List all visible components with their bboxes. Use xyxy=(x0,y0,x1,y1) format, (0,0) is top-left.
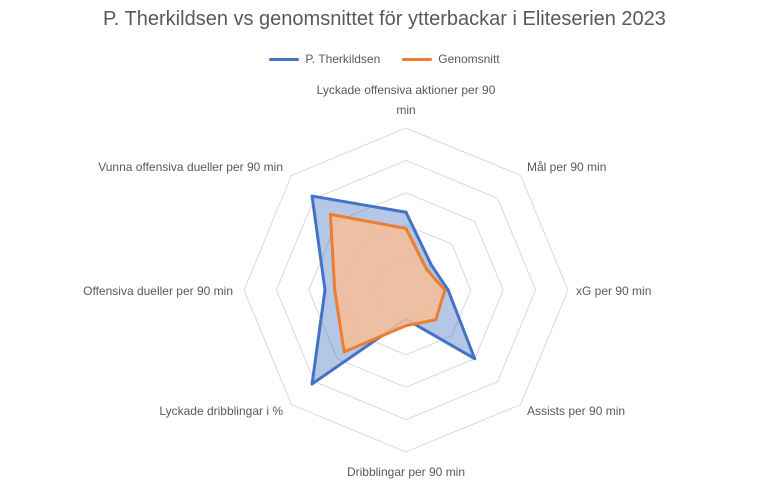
series-1-point-3 xyxy=(434,318,438,322)
axis-label-5: Lyckade dribblingar i % xyxy=(159,404,283,418)
legend: P. Therkildsen Genomsnitt xyxy=(0,52,769,66)
series-0-point-2 xyxy=(446,288,450,292)
axis-label-6: Offensiva dueller per 90 min xyxy=(83,284,233,298)
axis-label-4: Dribblingar per 90 min xyxy=(347,465,465,479)
axis-label-1: Mål per 90 min xyxy=(527,160,606,174)
legend-label-series-0: P. Therkildsen xyxy=(305,52,381,66)
axis-label-7: Vunna offensiva dueller per 90 min xyxy=(98,160,283,174)
legend-label-series-1: Genomsnitt xyxy=(438,52,500,66)
series-0-point-5 xyxy=(310,382,314,386)
axis-label-3: Assists per 90 min xyxy=(527,404,625,418)
legend-swatch-series-1 xyxy=(402,57,433,61)
axis-label-0: Lyckade offensiva aktioner per 90 min xyxy=(317,83,496,117)
series-1-point-7 xyxy=(328,212,332,216)
series-0-point-7 xyxy=(310,194,314,198)
series-0-point-6 xyxy=(323,288,327,292)
chart-title: P. Therkildsen vs genomsnittet för ytter… xyxy=(103,8,666,30)
series-1-point-1 xyxy=(425,267,429,271)
legend-swatch-series-0 xyxy=(269,57,300,61)
legend-item-series-0[interactable]: P. Therkildsen xyxy=(269,52,380,66)
grid-ring-3 xyxy=(308,192,504,388)
series-1-point-2 xyxy=(443,288,447,292)
series-0-point-0 xyxy=(404,210,408,214)
series-0-point-3 xyxy=(473,357,477,361)
grid-ring-5 xyxy=(243,127,569,453)
series-1-point-6 xyxy=(333,288,337,292)
series-1-point-0 xyxy=(404,226,408,230)
legend-item-series-1[interactable]: Genomsnitt xyxy=(402,52,500,66)
series-0-point-1 xyxy=(429,263,433,267)
series-1-point-5 xyxy=(342,350,346,354)
grid-ring-4 xyxy=(275,159,537,421)
series-1-point-4 xyxy=(404,324,408,328)
axis-label-2: xG per 90 min xyxy=(576,284,651,298)
